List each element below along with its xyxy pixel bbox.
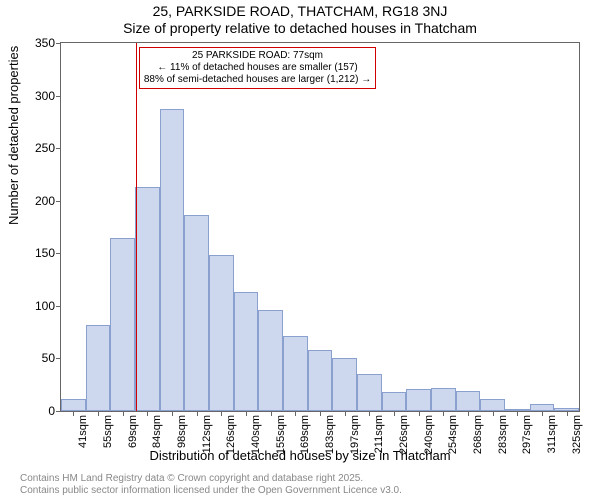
- x-tick-label: 55sqm: [102, 415, 114, 448]
- histogram-bar: [86, 325, 111, 411]
- x-tick-mark: [98, 411, 99, 416]
- x-tick-mark: [517, 411, 518, 416]
- x-tick-label: 41sqm: [77, 415, 89, 448]
- footer-line-2: Contains public sector information licen…: [20, 485, 402, 496]
- x-tick-mark: [345, 411, 346, 416]
- x-tick-mark: [567, 411, 568, 416]
- title-line-2: Size of property relative to detached ho…: [0, 20, 600, 36]
- marker-line: [136, 43, 137, 411]
- x-tick-mark: [320, 411, 321, 416]
- y-tick-mark: [56, 306, 61, 307]
- histogram-bar: [234, 292, 259, 411]
- x-tick-mark: [172, 411, 173, 416]
- footer-line-1: Contains HM Land Registry data © Crown c…: [20, 473, 363, 484]
- x-tick-mark: [493, 411, 494, 416]
- callout-line-3: 88% of semi-detached houses are larger (…: [144, 74, 371, 86]
- callout-line-2: ← 11% of detached houses are smaller (15…: [144, 62, 371, 74]
- x-tick-label: 84sqm: [151, 415, 163, 448]
- histogram-bar: [209, 255, 234, 411]
- histogram-bar: [357, 374, 382, 411]
- y-axis-label: Number of detached properties: [6, 46, 21, 225]
- histogram-bar: [308, 350, 333, 411]
- x-tick-mark: [468, 411, 469, 416]
- x-tick-label: 69sqm: [127, 415, 139, 448]
- y-tick-mark: [56, 43, 61, 44]
- histogram-bar: [332, 358, 357, 411]
- histogram-bar: [530, 404, 555, 411]
- y-tick-mark: [56, 96, 61, 97]
- x-axis-label: Distribution of detached houses by size …: [0, 448, 600, 463]
- histogram-bar: [110, 238, 135, 411]
- histogram-bar: [382, 392, 407, 411]
- x-tick-mark: [369, 411, 370, 416]
- title-line-1: 25, PARKSIDE ROAD, THATCHAM, RG18 3NJ: [0, 3, 600, 19]
- callout-box: 25 PARKSIDE ROAD: 77sqm← 11% of detached…: [139, 47, 376, 89]
- histogram-bar: [160, 109, 185, 411]
- y-tick-mark: [56, 148, 61, 149]
- histogram-bar: [258, 310, 283, 411]
- histogram-bar: [61, 399, 86, 411]
- plot-area: 05010015020025030035041sqm55sqm69sqm84sq…: [60, 42, 580, 412]
- x-tick-mark: [123, 411, 124, 416]
- y-tick-mark: [56, 201, 61, 202]
- x-tick-label: 98sqm: [176, 415, 188, 448]
- x-tick-mark: [295, 411, 296, 416]
- x-tick-mark: [271, 411, 272, 416]
- histogram-bar: [406, 389, 431, 411]
- x-tick-mark: [221, 411, 222, 416]
- y-tick-mark: [56, 253, 61, 254]
- histogram-bar: [431, 388, 456, 411]
- x-tick-mark: [443, 411, 444, 416]
- histogram-bar: [184, 215, 209, 411]
- x-tick-mark: [246, 411, 247, 416]
- y-tick-mark: [56, 411, 61, 412]
- x-tick-mark: [419, 411, 420, 416]
- x-tick-mark: [73, 411, 74, 416]
- x-tick-mark: [197, 411, 198, 416]
- y-tick-mark: [56, 358, 61, 359]
- x-tick-mark: [147, 411, 148, 416]
- histogram-bar: [283, 336, 308, 411]
- x-tick-mark: [394, 411, 395, 416]
- histogram-bar: [480, 399, 505, 411]
- histogram-bar: [456, 391, 481, 411]
- histogram-bar: [135, 187, 160, 411]
- chart-container: 25, PARKSIDE ROAD, THATCHAM, RG18 3NJ Si…: [0, 0, 600, 500]
- x-tick-mark: [542, 411, 543, 416]
- callout-line-1: 25 PARKSIDE ROAD: 77sqm: [144, 50, 371, 62]
